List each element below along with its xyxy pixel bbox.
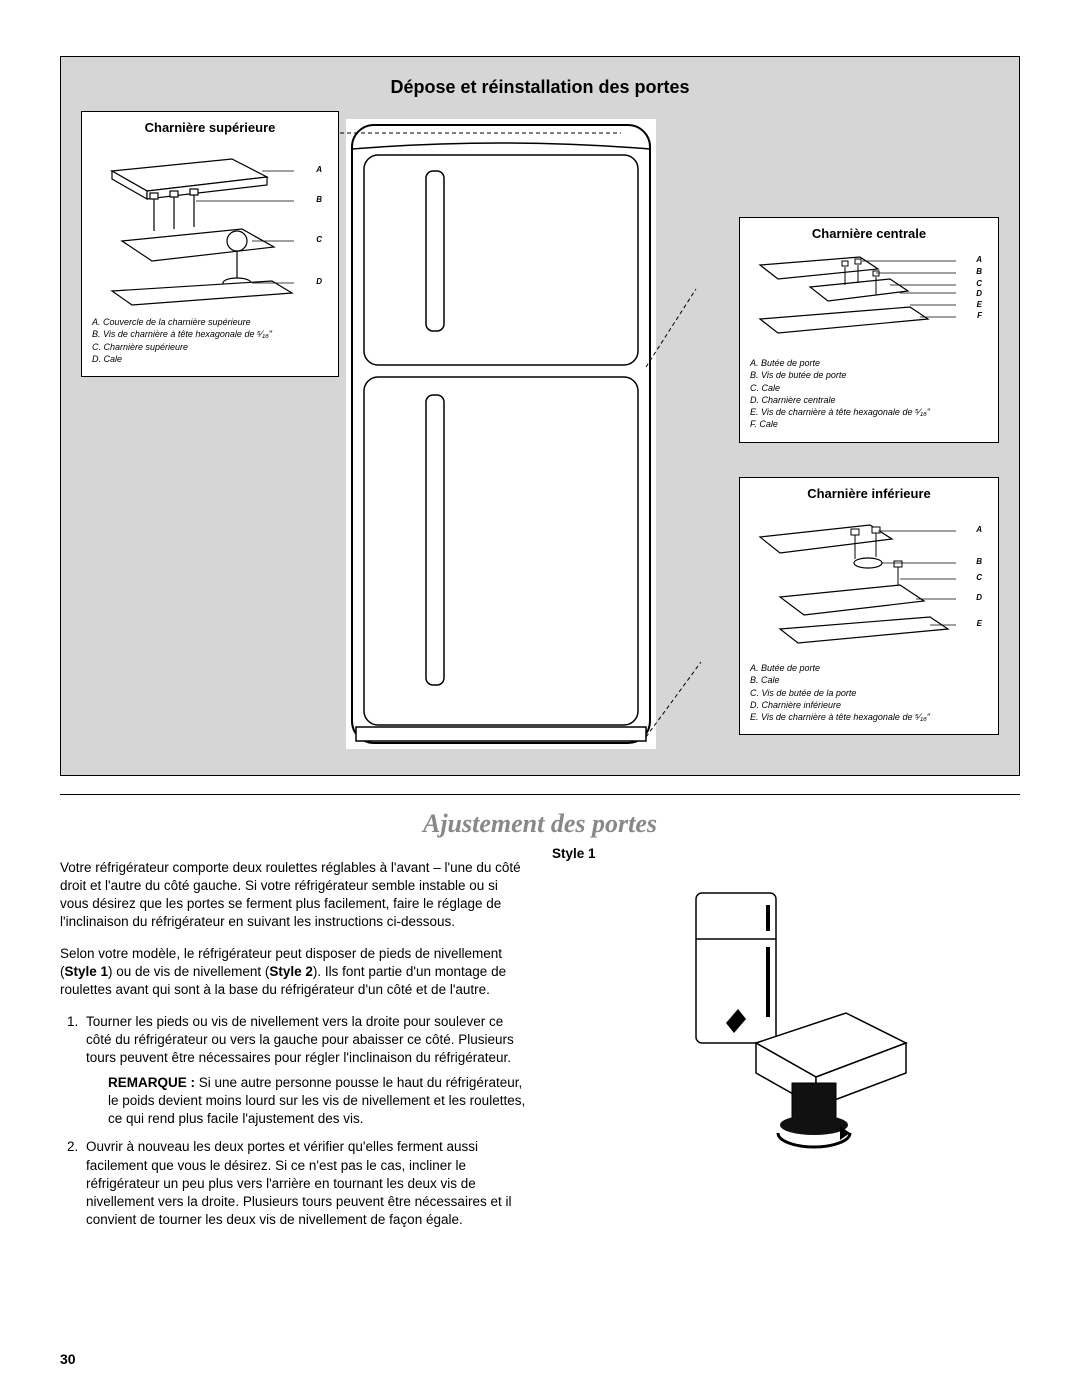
style1-figure (552, 883, 1020, 1183)
top-hinge-label-a: A (316, 165, 322, 174)
top-hinge-title: Charnière supérieure (92, 120, 328, 135)
intro-paragraph-1: Votre réfrigérateur comporte deux roulet… (60, 859, 528, 932)
right-column: Style 1 (552, 845, 1020, 1239)
center-hinge-figure (750, 247, 990, 352)
center-hinge-label-d: D (976, 289, 982, 298)
bottom-hinge-label-b: B (976, 557, 982, 566)
step-1: Tourner les pieds ou vis de nivellement … (82, 1013, 528, 1128)
bottom-hinge-label-c: C (976, 573, 982, 582)
bottom-hinge-label-d: D (976, 593, 982, 602)
center-hinge-legend: A. Butée de porte B. Vis de butée de por… (750, 358, 988, 431)
bottom-hinge-figure (750, 507, 990, 657)
center-hinge-label-f: F (977, 311, 982, 320)
center-hinge-label-b: B (976, 267, 982, 276)
top-hinge-callout: Charnière supérieure (81, 111, 339, 377)
top-hinge-label-d: D (316, 277, 322, 286)
top-hinge-figure (92, 141, 332, 311)
diagram-title: Dépose et réinstallation des portes (61, 77, 1019, 98)
bottom-hinge-label-e: E (977, 619, 982, 628)
left-column: Votre réfrigérateur comporte deux roulet… (60, 845, 528, 1239)
bottom-hinge-callout: Charnière inférieure (739, 477, 999, 735)
page-number: 30 (60, 1351, 76, 1367)
section-divider (60, 794, 1020, 795)
center-hinge-title: Charnière centrale (750, 226, 988, 241)
bottom-hinge-legend: A. Butée de porte B. Cale C. Vis de buté… (750, 663, 988, 723)
refrigerator-figure (346, 119, 656, 749)
top-hinge-label-c: C (316, 235, 322, 244)
center-hinge-label-a: A (976, 255, 982, 264)
intro-paragraph-2: Selon votre modèle, le réfrigérateur peu… (60, 945, 528, 1000)
step-2: Ouvrir à nouveau les deux portes et véri… (82, 1138, 528, 1229)
two-column-content: Votre réfrigérateur comporte deux roulet… (60, 845, 1020, 1239)
style-heading: Style 1 (552, 845, 1020, 863)
bottom-hinge-label-a: A (976, 525, 982, 534)
step-1-remarque: REMARQUE : Si une autre personne pousse … (108, 1074, 528, 1129)
section-title: Ajustement des portes (60, 809, 1020, 839)
door-removal-diagram: Dépose et réinstallation des portes (60, 56, 1020, 776)
center-hinge-label-c: C (976, 279, 982, 288)
bottom-hinge-title: Charnière inférieure (750, 486, 988, 501)
center-hinge-callout: Charnière centrale (739, 217, 999, 443)
page: Dépose et réinstallation des portes (0, 0, 1080, 1397)
top-hinge-legend: A. Couvercle de la charnière supérieure … (92, 317, 328, 365)
steps-list: Tourner les pieds ou vis de nivellement … (60, 1013, 528, 1229)
top-hinge-label-b: B (316, 195, 322, 204)
center-hinge-label-e: E (977, 300, 982, 309)
